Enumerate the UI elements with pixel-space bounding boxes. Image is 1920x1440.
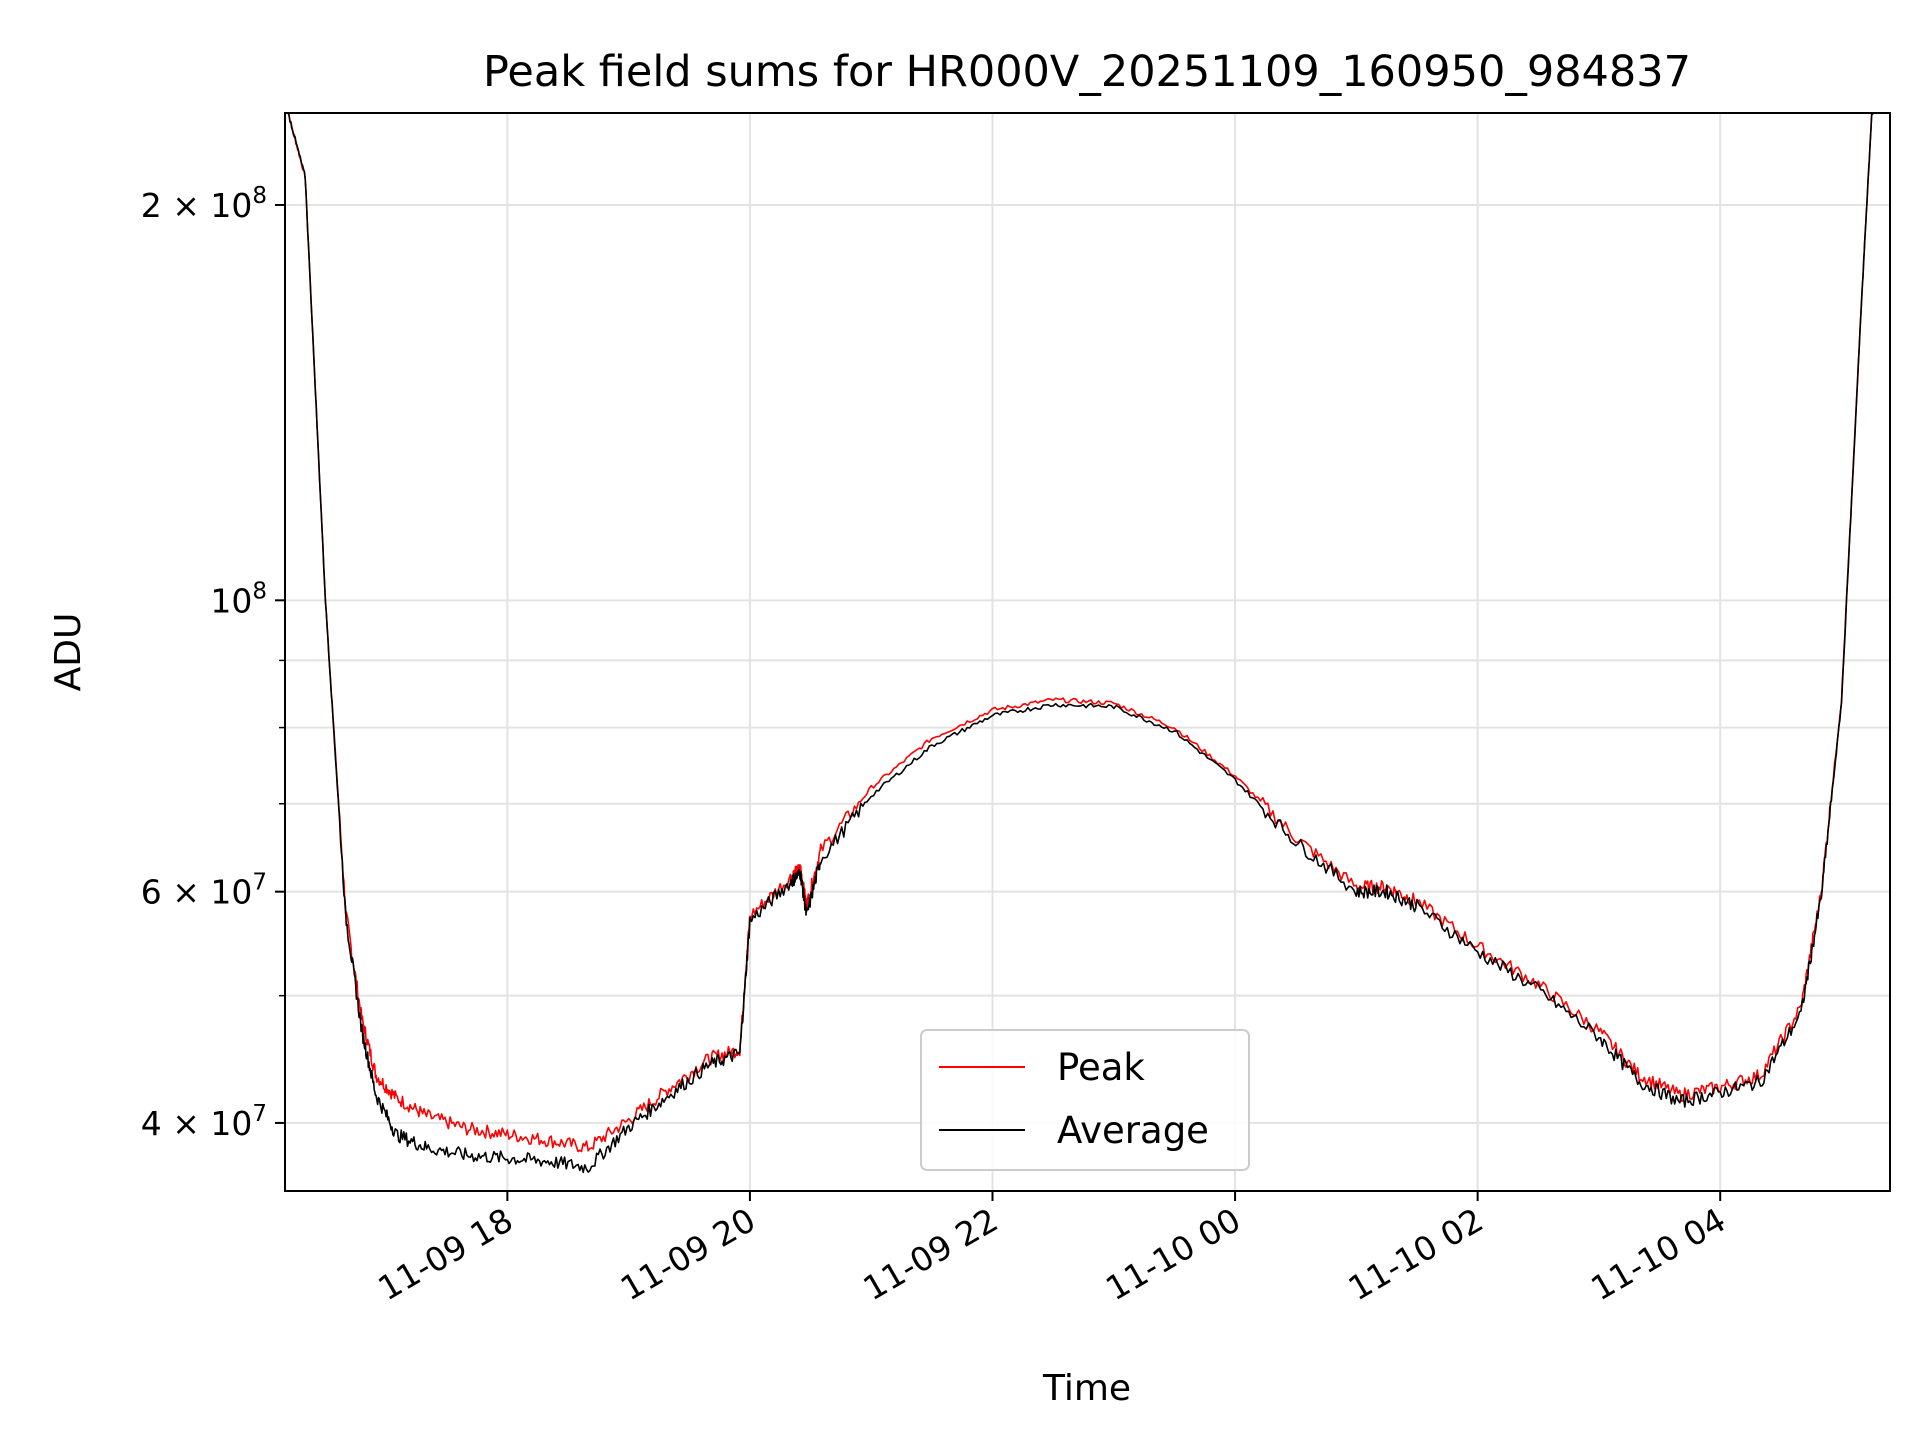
series-layer: [286, 113, 1876, 1174]
chart-title: Peak field sums for HR000V_20251109_1609…: [483, 47, 1691, 97]
legend: Peak Average: [920, 1029, 1250, 1171]
x-tick-label: 11-09 18: [371, 1200, 519, 1308]
x-tick-label: 11-09 20: [614, 1200, 762, 1308]
y-tick-label: 6 × 107: [141, 870, 267, 912]
y-tick-label: 4 × 107: [141, 1101, 267, 1143]
grid: [285, 113, 1890, 1191]
plot-frame: [284, 112, 1891, 1192]
legend-label-peak: Peak: [1057, 1046, 1145, 1089]
legend-box: [920, 1029, 1250, 1171]
x-tick-label: 11-10 04: [1584, 1200, 1732, 1308]
x-tick-label: 11-10 02: [1342, 1200, 1490, 1308]
y-axis-label: ADU: [48, 613, 89, 692]
series-line-average: [286, 113, 1876, 1174]
x-axis-label: Time: [1042, 1368, 1131, 1409]
x-tick-label: 11-09 22: [856, 1200, 1004, 1308]
legend-label-average: Average: [1057, 1109, 1209, 1152]
series-line-peak: [287, 113, 1874, 1153]
y-tick-label: 108: [210, 578, 267, 620]
x-tick-label: 11-10 00: [1099, 1200, 1247, 1308]
y-tick-label: 2 × 108: [141, 183, 267, 225]
